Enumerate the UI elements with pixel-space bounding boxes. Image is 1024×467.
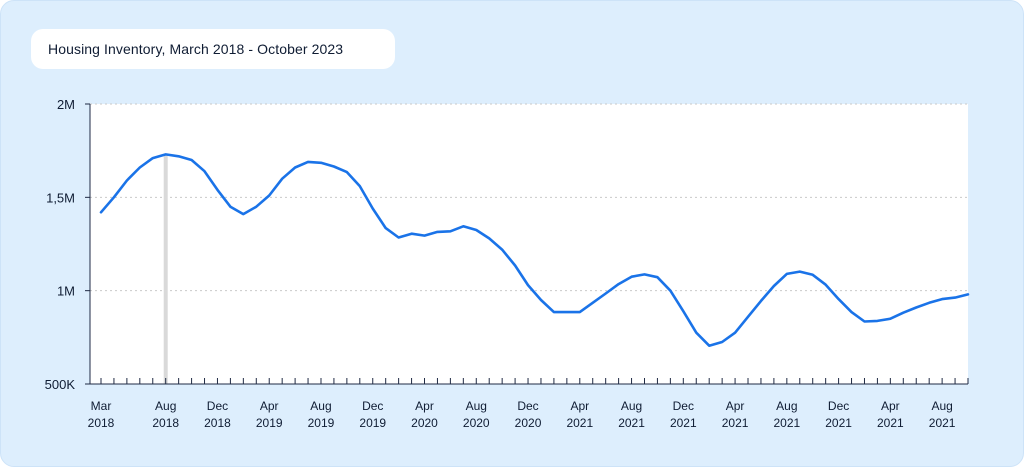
x-tick-label-year: 2021 xyxy=(825,416,852,430)
x-tick-label-year: 2021 xyxy=(670,416,697,430)
x-tick-label-year: 2021 xyxy=(566,416,593,430)
y-tick-label: 1,5M xyxy=(46,190,75,205)
x-tick-label-month: Apr xyxy=(415,399,434,413)
highlight-bar xyxy=(163,154,168,384)
y-tick-labels: 500K 1M 1,5M 2M xyxy=(45,97,76,392)
x-tick-label-month: Apr xyxy=(260,399,279,413)
x-tick-label-month: Aug xyxy=(931,399,952,413)
x-tick-label-year: 2018 xyxy=(204,416,231,430)
plot-area xyxy=(90,104,968,384)
x-tick-label-month: Aug xyxy=(310,399,331,413)
x-tick-label-year: 2020 xyxy=(515,416,542,430)
x-tick-label-year: 2021 xyxy=(877,416,904,430)
x-tick-label-month: Dec xyxy=(362,399,383,413)
x-tick-label-month: Dec xyxy=(207,399,228,413)
y-tick-label: 500K xyxy=(45,377,76,392)
grid-lines xyxy=(90,103,968,292)
x-tick-label-year: 2019 xyxy=(256,416,283,430)
x-tick-label-month: Aug xyxy=(621,399,642,413)
x-tick-label-month: Dec xyxy=(517,399,538,413)
x-tick-label-month: Aug xyxy=(466,399,487,413)
x-tick-label-year: 2021 xyxy=(929,416,956,430)
x-tick-label-year: 2020 xyxy=(411,416,438,430)
y-tick-label: 2M xyxy=(57,97,75,112)
x-tick-label-month: Aug xyxy=(155,399,176,413)
x-tick-label-year: 2021 xyxy=(773,416,800,430)
x-tick-label-month: Dec xyxy=(673,399,694,413)
x-tick-label-year: 2018 xyxy=(88,416,115,430)
x-tick-label-month: Apr xyxy=(881,399,900,413)
x-tick-label-month: Apr xyxy=(726,399,745,413)
x-tick-label-month: Apr xyxy=(570,399,589,413)
chart-title: Housing Inventory, March 2018 - October … xyxy=(31,29,395,69)
axes xyxy=(85,103,969,385)
x-tick-label-year: 2021 xyxy=(722,416,749,430)
x-tick-label-year: 2018 xyxy=(152,416,179,430)
x-tick-label-year: 2019 xyxy=(308,416,335,430)
x-tick-label-year: 2019 xyxy=(359,416,386,430)
x-tick-label-year: 2021 xyxy=(618,416,645,430)
x-tick-label-month: Aug xyxy=(776,399,797,413)
x-tick-label-year: 2020 xyxy=(463,416,490,430)
y-tick-label: 1M xyxy=(57,284,75,299)
series-line xyxy=(99,153,970,347)
x-tick-labels: Mar 2018 Aug 2018 Dec 2018 Apr 2019 Aug 2019 Dec 20… xyxy=(88,399,956,430)
x-tick-label-month: Dec xyxy=(828,399,849,413)
x-tick-label-month: Mar xyxy=(91,399,112,413)
